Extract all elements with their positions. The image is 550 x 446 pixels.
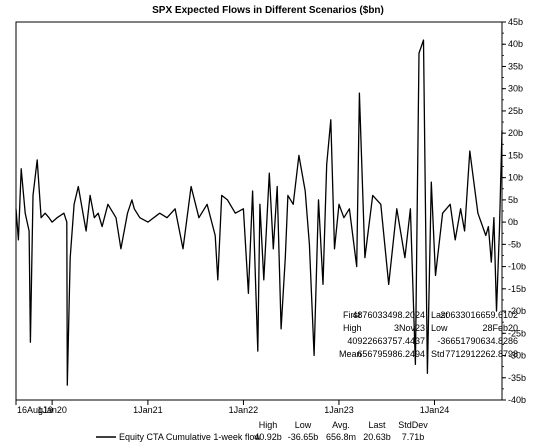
y-tick-label: -25b (508, 328, 526, 338)
std-value: 7712912262.8798 (445, 349, 518, 359)
chart-title: SPX Expected Flows in Different Scenario… (152, 5, 384, 16)
std-label: Std (431, 349, 445, 359)
plot-area (15, 21, 503, 401)
y-tick-label: 35b (508, 61, 523, 71)
y-tick-label: 15b (508, 150, 523, 160)
y-tick-label: 45b (508, 17, 523, 27)
legend-avg: 656.8m (326, 432, 356, 442)
legend-header-last: Last (368, 420, 386, 430)
legend: High Low Avg. Last StdDev Equity CTA Cum… (96, 420, 428, 442)
y-tick-label: -15b (508, 284, 526, 294)
legend-header-high: High (259, 420, 278, 430)
y-tick-label: 0b (508, 217, 518, 227)
y-tick-label: 10b (508, 173, 523, 183)
y-tick-label: 5b (508, 195, 518, 205)
low-date: 28Feb20 (482, 323, 518, 333)
first-label: First (343, 310, 361, 320)
legend-last: 20.63b (363, 432, 391, 442)
summary-stats-box: First 4876033498.2024 Last 20633016659.6… (339, 310, 518, 359)
legend-header-stddev: StdDev (398, 420, 428, 430)
series-line-equity-cta (15, 39, 503, 386)
mean-value: 656795986.2494 (357, 349, 425, 359)
y-axis: 45b 40b 35b 30b 25b 20b 15b 10b 5b 0b -5b -10b -15b -… (502, 17, 526, 405)
high-label: High (343, 323, 362, 333)
x-tick-label: 1Jan21 (133, 405, 163, 415)
y-tick-label: 25b (508, 106, 523, 116)
y-tick-label: 30b (508, 84, 523, 94)
legend-stddev: 7.71b (402, 432, 425, 442)
y-tick-label: -30b (508, 351, 526, 361)
high-value: 40922663757.4437 (347, 336, 425, 346)
last-label: Last (431, 310, 449, 320)
high-date: 3Nov23 (394, 323, 425, 333)
first-value: 4876033498.2024 (352, 310, 425, 320)
legend-header-avg: Avg. (332, 420, 350, 430)
legend-low: -36.65b (288, 432, 319, 442)
low-value: -36651790634.8286 (437, 336, 518, 346)
x-tick-label: 16Aug19 (17, 405, 53, 415)
series-layer (15, 39, 503, 386)
x-tick-label: 1Jan20 (37, 405, 67, 415)
legend-header-low: Low (295, 420, 312, 430)
legend-series-name: Equity CTA Cumulative 1-week flow (119, 432, 261, 442)
y-tick-label: -40b (508, 395, 526, 405)
x-tick-label: 1Jan24 (420, 405, 450, 415)
legend-high: 40.92b (254, 432, 282, 442)
mean-label: Mean (339, 349, 362, 359)
x-tick-label: 1Jan23 (324, 405, 354, 415)
y-tick-label: 40b (508, 39, 523, 49)
last-value: 20633016659.6102 (440, 310, 518, 320)
y-tick-label: -20b (508, 306, 526, 316)
low-label: Low (431, 323, 448, 333)
y-tick-label: -5b (508, 239, 521, 249)
y-tick-label: 20b (508, 128, 523, 138)
y-tick-label: -10b (508, 262, 526, 272)
x-tick-label: 1Jan22 (229, 405, 259, 415)
y-tick-label: -35b (508, 373, 526, 383)
